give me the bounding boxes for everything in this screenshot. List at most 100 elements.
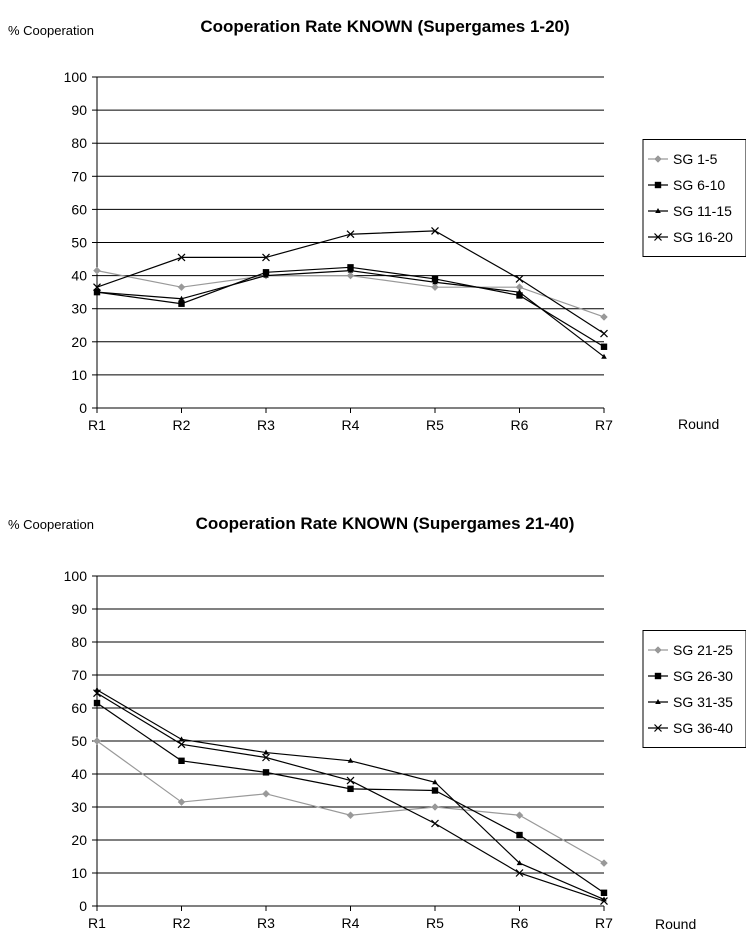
data-point <box>347 264 354 271</box>
y-tick-label: 10 <box>71 865 87 881</box>
data-point <box>431 226 439 235</box>
data-point <box>93 689 101 698</box>
legend-marker <box>654 724 662 732</box>
data-point <box>431 275 439 283</box>
series-line <box>96 692 605 902</box>
data-point <box>515 811 524 820</box>
legend-marker <box>654 181 662 189</box>
data-point <box>515 869 524 877</box>
legend-label: SG 21-25 <box>673 642 733 658</box>
data-point <box>346 811 355 820</box>
legend-label: SG 36-40 <box>673 720 733 736</box>
x-marker-stroke <box>515 869 524 877</box>
y-tick-label: 70 <box>71 168 87 184</box>
data-point <box>177 283 186 292</box>
y-tick-label: 90 <box>71 102 87 118</box>
data-point <box>178 300 185 307</box>
y-tick-label: 80 <box>71 135 87 151</box>
y-tick-label: 40 <box>71 766 87 782</box>
legend-item: SG 21-25 <box>648 642 733 658</box>
legend-label: SG 1-5 <box>673 151 718 167</box>
legend-item: SG 31-35 <box>648 694 733 710</box>
x-marker-stroke <box>262 753 270 762</box>
y-tick-label: 50 <box>71 733 87 749</box>
x-tick-label: R5 <box>426 417 444 433</box>
x-axis-label: Round <box>655 916 696 932</box>
data-point <box>93 737 101 745</box>
y-tick-label: 40 <box>71 268 87 284</box>
x-marker-stroke <box>177 740 186 749</box>
data-point <box>516 289 523 295</box>
y-tick-label: 60 <box>71 201 87 217</box>
data-point <box>178 757 185 764</box>
legend-marker <box>654 646 662 654</box>
series-sg-26-30 <box>93 699 608 896</box>
series-line <box>96 230 605 335</box>
x-tick-label: R7 <box>595 417 613 433</box>
series-sg-36-40 <box>93 689 608 905</box>
y-axis-label: % Cooperation <box>8 23 94 38</box>
data-point <box>262 253 270 262</box>
y-tick-label: 20 <box>71 832 87 848</box>
x-marker-stroke <box>93 283 101 292</box>
y-tick-label: 60 <box>71 700 87 716</box>
legend-label: SG 11-15 <box>673 203 732 219</box>
legend-item: SG 36-40 <box>648 720 733 736</box>
data-point <box>431 787 439 794</box>
x-marker-stroke <box>654 233 662 241</box>
x-tick-label: R6 <box>511 417 529 433</box>
data-point <box>94 289 100 295</box>
y-tick-label: 0 <box>79 400 87 416</box>
series-sg-16-20 <box>93 226 608 338</box>
x-tick-label: R2 <box>173 915 191 931</box>
data-point <box>600 859 608 867</box>
chart-title: Cooperation Rate KNOWN (Supergames 1-20) <box>200 17 569 36</box>
data-point <box>178 736 185 742</box>
y-tick-label: 100 <box>64 69 88 85</box>
data-point <box>263 749 269 755</box>
y-tick-label: 80 <box>71 634 87 650</box>
data-point <box>516 292 523 299</box>
y-tick-label: 10 <box>71 367 87 383</box>
data-point <box>432 779 438 785</box>
x-marker-stroke <box>515 274 524 283</box>
x-marker-stroke <box>177 253 186 262</box>
x-marker-stroke <box>346 230 355 239</box>
data-point <box>177 740 186 749</box>
legend-item: SG 11-15 <box>648 203 732 219</box>
x-marker-stroke <box>431 819 439 828</box>
series-sg-11-15 <box>94 267 607 359</box>
x-tick-label: R3 <box>257 915 275 931</box>
x-marker-stroke <box>262 253 270 262</box>
y-tick-label: 0 <box>79 898 87 914</box>
chart-title: Cooperation Rate KNOWN (Supergames 21-40… <box>196 514 575 533</box>
data-point <box>600 313 608 321</box>
data-point <box>431 283 439 292</box>
legend-marker <box>655 208 661 213</box>
data-point <box>263 272 269 278</box>
legend-marker <box>654 233 662 241</box>
x-tick-label: R1 <box>88 417 106 433</box>
data-point <box>431 819 439 828</box>
legend-marker <box>655 699 661 704</box>
data-point <box>346 271 355 280</box>
x-axis-label: Round <box>678 416 719 432</box>
data-point <box>94 686 100 692</box>
y-tick-label: 70 <box>71 667 87 683</box>
data-point <box>515 274 524 283</box>
series-line <box>96 689 605 900</box>
legend-label: SG 16-20 <box>673 229 733 245</box>
x-tick-label: R5 <box>426 915 444 931</box>
legend: SG 1-5 SG 6-10 SG 11-15 SG 16-20 <box>642 139 746 257</box>
data-point <box>262 789 270 798</box>
data-point <box>93 699 101 707</box>
y-tick-label: 30 <box>71 799 87 815</box>
data-point <box>347 785 354 793</box>
y-tick-label: 50 <box>71 235 87 251</box>
y-tick-label: 100 <box>64 568 88 584</box>
data-point <box>431 803 439 811</box>
data-point <box>601 353 607 359</box>
x-marker-stroke <box>346 776 355 785</box>
legend-item: SG 26-30 <box>648 668 733 684</box>
